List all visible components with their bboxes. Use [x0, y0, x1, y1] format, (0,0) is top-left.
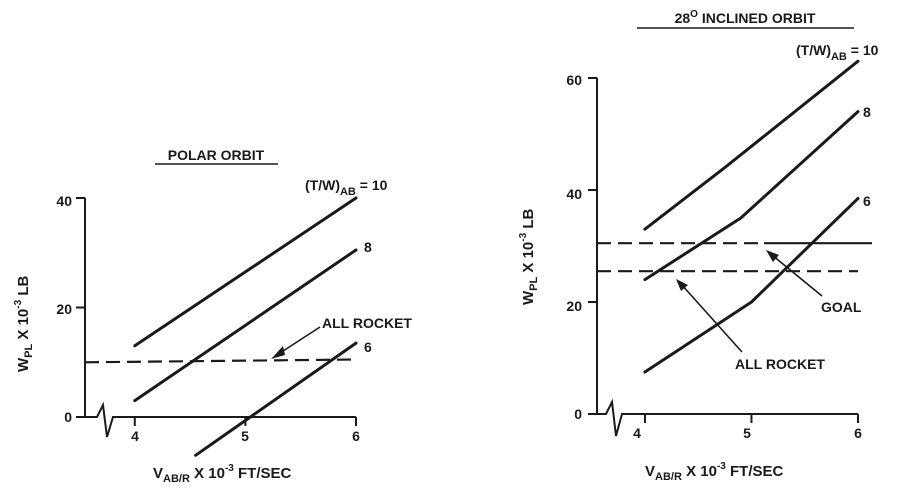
inclined-title: 28O INCLINED ORBIT [675, 9, 816, 26]
inclined-y-ticks [588, 77, 597, 415]
inclined-x-axis [597, 398, 858, 437]
inclined-all-rocket-arrowhead [676, 279, 688, 291]
inclined-series-line-8 [643, 110, 860, 282]
polar-x-label: VAB/R X 10-3 FT/SEC [153, 463, 292, 485]
polar-series-line-8 [133, 248, 358, 403]
inclined-x-ticks [643, 414, 859, 423]
inclined-x-tick-6: 6 [854, 425, 862, 441]
inclined-label-goal: GOAL [821, 299, 862, 315]
chart-polar-orbit: POLAR ORBIT 0 20 40 4 5 6 VAB/R X 10-3 F… [13, 147, 412, 485]
inclined-series-line-6 [643, 196, 860, 374]
inclined-y-label: WPL X 10-3 LB [518, 208, 540, 305]
polar-series-line-all-rocket [84, 358, 357, 364]
polar-series-line-6 [194, 341, 358, 457]
inclined-series [597, 59, 872, 374]
inclined-all-rocket-leader [680, 283, 743, 353]
inclined-x-label: VAB/R X 10-3 FT/SEC [645, 461, 784, 483]
polar-x-tick-5: 5 [241, 428, 249, 444]
inclined-label-tw6: 6 [863, 193, 871, 209]
polar-x-axis [85, 401, 356, 438]
polar-series-line-t-w-ab-10 [133, 196, 358, 348]
polar-y-tick-0: 0 [64, 409, 72, 425]
polar-y-tick-40: 40 [56, 193, 72, 209]
inclined-x-tick-4: 4 [633, 425, 641, 441]
inclined-y-tick-60: 60 [566, 72, 582, 88]
polar-x-tick-4: 4 [131, 428, 139, 444]
inclined-series-line-t-w-ab-10 [643, 59, 860, 231]
inclined-y-tick-20: 20 [566, 298, 582, 314]
polar-label-tw10: (T/W)AB = 10 [305, 177, 388, 198]
chart-inclined-orbit: 28O INCLINED ORBIT 0 20 40 60 4 5 6 VAB/… [518, 9, 879, 483]
polar-x-tick-6: 6 [352, 428, 360, 444]
polar-all-rocket-leader [276, 326, 321, 356]
polar-all-rocket-arrowhead [271, 346, 285, 359]
polar-y-ticks [76, 197, 85, 418]
polar-y-tick-20: 20 [56, 301, 72, 317]
polar-label-tw8: 8 [364, 239, 372, 255]
polar-label-tw6: 6 [364, 339, 372, 355]
polar-series [84, 196, 358, 457]
inclined-x-tick-5: 5 [743, 425, 751, 441]
inclined-label-tw8: 8 [863, 104, 871, 120]
inclined-y-tick-0: 0 [574, 406, 582, 422]
polar-y-label: WPL X 10-3 LB [13, 275, 35, 372]
polar-label-all-rocket: ALL ROCKET [322, 315, 412, 331]
inclined-label-tw10: (T/W)AB = 10 [796, 42, 879, 63]
inclined-label-all-rocket: ALL ROCKET [735, 356, 825, 372]
inclined-goal-arrowhead [766, 250, 779, 262]
inclined-goal-leader [771, 254, 823, 297]
inclined-y-tick-40: 40 [566, 186, 582, 202]
polar-title: POLAR ORBIT [168, 147, 265, 163]
